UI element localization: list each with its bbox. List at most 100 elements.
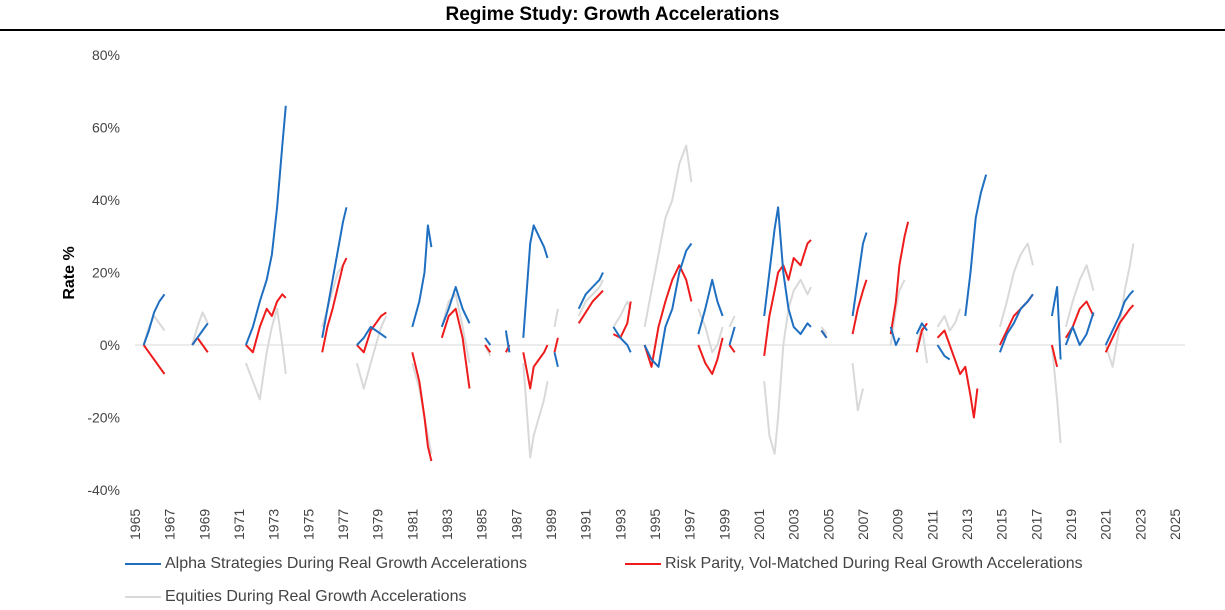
x-tick-label: 1995 bbox=[647, 509, 663, 540]
series-line-1 bbox=[697, 337, 724, 375]
series-line-1 bbox=[643, 264, 693, 368]
series-line-0 bbox=[321, 207, 348, 338]
chart-title: Regime Study: Growth Accelerations bbox=[445, 4, 780, 25]
series-line-1 bbox=[915, 322, 928, 353]
series-line-1 bbox=[889, 221, 910, 335]
legend-label-equities: Equities During Real Growth Acceleration… bbox=[165, 588, 467, 605]
series-line-2 bbox=[936, 308, 962, 332]
series-line-1 bbox=[851, 279, 868, 335]
x-tick-label: 1993 bbox=[612, 509, 628, 540]
series-line-2 bbox=[440, 293, 471, 364]
series-line-1 bbox=[411, 352, 433, 462]
series-line-0 bbox=[851, 232, 868, 317]
x-tick-label: 1975 bbox=[300, 509, 316, 540]
y-tick-label: -40% bbox=[87, 482, 120, 498]
y-tick-label: 60% bbox=[92, 120, 120, 136]
x-tick-label: 2005 bbox=[820, 509, 836, 540]
x-tick-label: 1999 bbox=[716, 509, 732, 540]
series-line-2 bbox=[411, 362, 433, 454]
y-axis-ticks: -40% -20% 0% 20% 40% 60% 80% bbox=[87, 47, 120, 498]
series-line-0 bbox=[356, 325, 387, 346]
series-line-0 bbox=[612, 326, 632, 353]
legend-label-risk-parity: Risk Parity, Vol-Matched During Real Gro… bbox=[665, 555, 1083, 572]
series-line-0 bbox=[553, 352, 559, 368]
series-line-1 bbox=[1050, 344, 1059, 368]
series-line-1 bbox=[522, 344, 549, 390]
series-line-2 bbox=[612, 300, 632, 328]
series-line-0 bbox=[643, 242, 693, 368]
series-line-0 bbox=[1064, 312, 1095, 346]
series-line-1 bbox=[728, 344, 736, 353]
series-line-0 bbox=[763, 206, 812, 336]
x-tick-label: 2009 bbox=[890, 509, 906, 540]
x-tick-label: 1987 bbox=[508, 509, 524, 540]
series-line-1 bbox=[577, 289, 604, 324]
series-line-2 bbox=[1064, 264, 1095, 328]
legend-item-alpha: Alpha Strategies During Real Growth Acce… bbox=[125, 555, 527, 573]
x-tick-label: 2025 bbox=[1167, 509, 1183, 540]
series-line-0 bbox=[889, 326, 901, 346]
series-line-1 bbox=[440, 307, 471, 389]
x-tick-label: 2021 bbox=[1098, 509, 1114, 540]
series-line-2 bbox=[244, 307, 287, 401]
x-tick-label: 1967 bbox=[162, 509, 178, 540]
series-line-1 bbox=[245, 293, 287, 354]
x-tick-label: 1965 bbox=[127, 509, 143, 540]
x-tick-label: 1979 bbox=[370, 509, 386, 540]
y-tick-label: 40% bbox=[92, 192, 120, 208]
series-line-2 bbox=[851, 362, 864, 412]
x-tick-label: 1983 bbox=[439, 509, 455, 540]
series-line-1 bbox=[356, 311, 387, 354]
x-tick-label: 1971 bbox=[231, 509, 247, 540]
x-tick-label: 1973 bbox=[266, 509, 282, 540]
series-line-0 bbox=[440, 286, 471, 328]
series-lines bbox=[142, 105, 1135, 462]
x-tick-label: 1989 bbox=[543, 509, 559, 540]
x-tick-label: 2003 bbox=[786, 509, 802, 540]
x-tick-label: 2017 bbox=[1028, 509, 1044, 540]
x-tick-label: 2001 bbox=[751, 509, 767, 540]
series-line-2 bbox=[643, 144, 693, 328]
series-line-1 bbox=[612, 301, 632, 339]
series-line-0 bbox=[697, 278, 724, 335]
x-axis-ticks: 1965 1967 1969 1971 1973 1975 1977 1979 1981 1983… bbox=[127, 509, 1183, 540]
series-line-2 bbox=[191, 311, 209, 346]
series-line-0 bbox=[728, 326, 736, 346]
series-line-0 bbox=[411, 224, 433, 328]
series-line-0 bbox=[191, 322, 209, 346]
legend-item-equities: Equities During Real Growth Acceleration… bbox=[125, 588, 466, 606]
x-tick-label: 1985 bbox=[474, 509, 490, 540]
series-line-2 bbox=[355, 315, 388, 390]
series-line-2 bbox=[553, 308, 559, 328]
legend-swatch-alpha bbox=[125, 562, 161, 565]
series-line-0 bbox=[998, 293, 1034, 353]
series-line-0 bbox=[577, 272, 604, 310]
series-line-2 bbox=[142, 315, 166, 346]
x-tick-label: 2023 bbox=[1132, 509, 1148, 540]
series-line-2 bbox=[1104, 243, 1135, 368]
y-axis-label: Rate % bbox=[61, 246, 78, 299]
series-line-0 bbox=[1050, 286, 1062, 360]
legend-swatch-risk-parity bbox=[625, 562, 661, 565]
legend-label-alpha: Alpha Strategies During Real Growth Acce… bbox=[165, 555, 527, 572]
series-line-2 bbox=[577, 279, 604, 317]
series-line-0 bbox=[484, 337, 492, 346]
series-line-0 bbox=[142, 293, 166, 346]
x-tick-label: 2007 bbox=[855, 509, 871, 540]
x-tick-label: 2019 bbox=[1063, 509, 1079, 540]
series-line-2 bbox=[522, 363, 549, 459]
series-line-1 bbox=[142, 344, 166, 375]
series-line-1 bbox=[763, 239, 812, 357]
series-line-2 bbox=[889, 279, 906, 346]
x-tick-label: 1969 bbox=[196, 509, 212, 540]
y-tick-label: 20% bbox=[92, 265, 120, 281]
series-line-2 bbox=[697, 308, 724, 354]
series-line-1 bbox=[553, 337, 559, 353]
title-underline bbox=[0, 29, 1225, 31]
series-line-1 bbox=[321, 257, 348, 353]
series-line-1 bbox=[936, 329, 979, 419]
x-tick-label: 2015 bbox=[994, 509, 1010, 540]
series-line-0 bbox=[1104, 289, 1135, 346]
series-line-2 bbox=[998, 242, 1034, 328]
